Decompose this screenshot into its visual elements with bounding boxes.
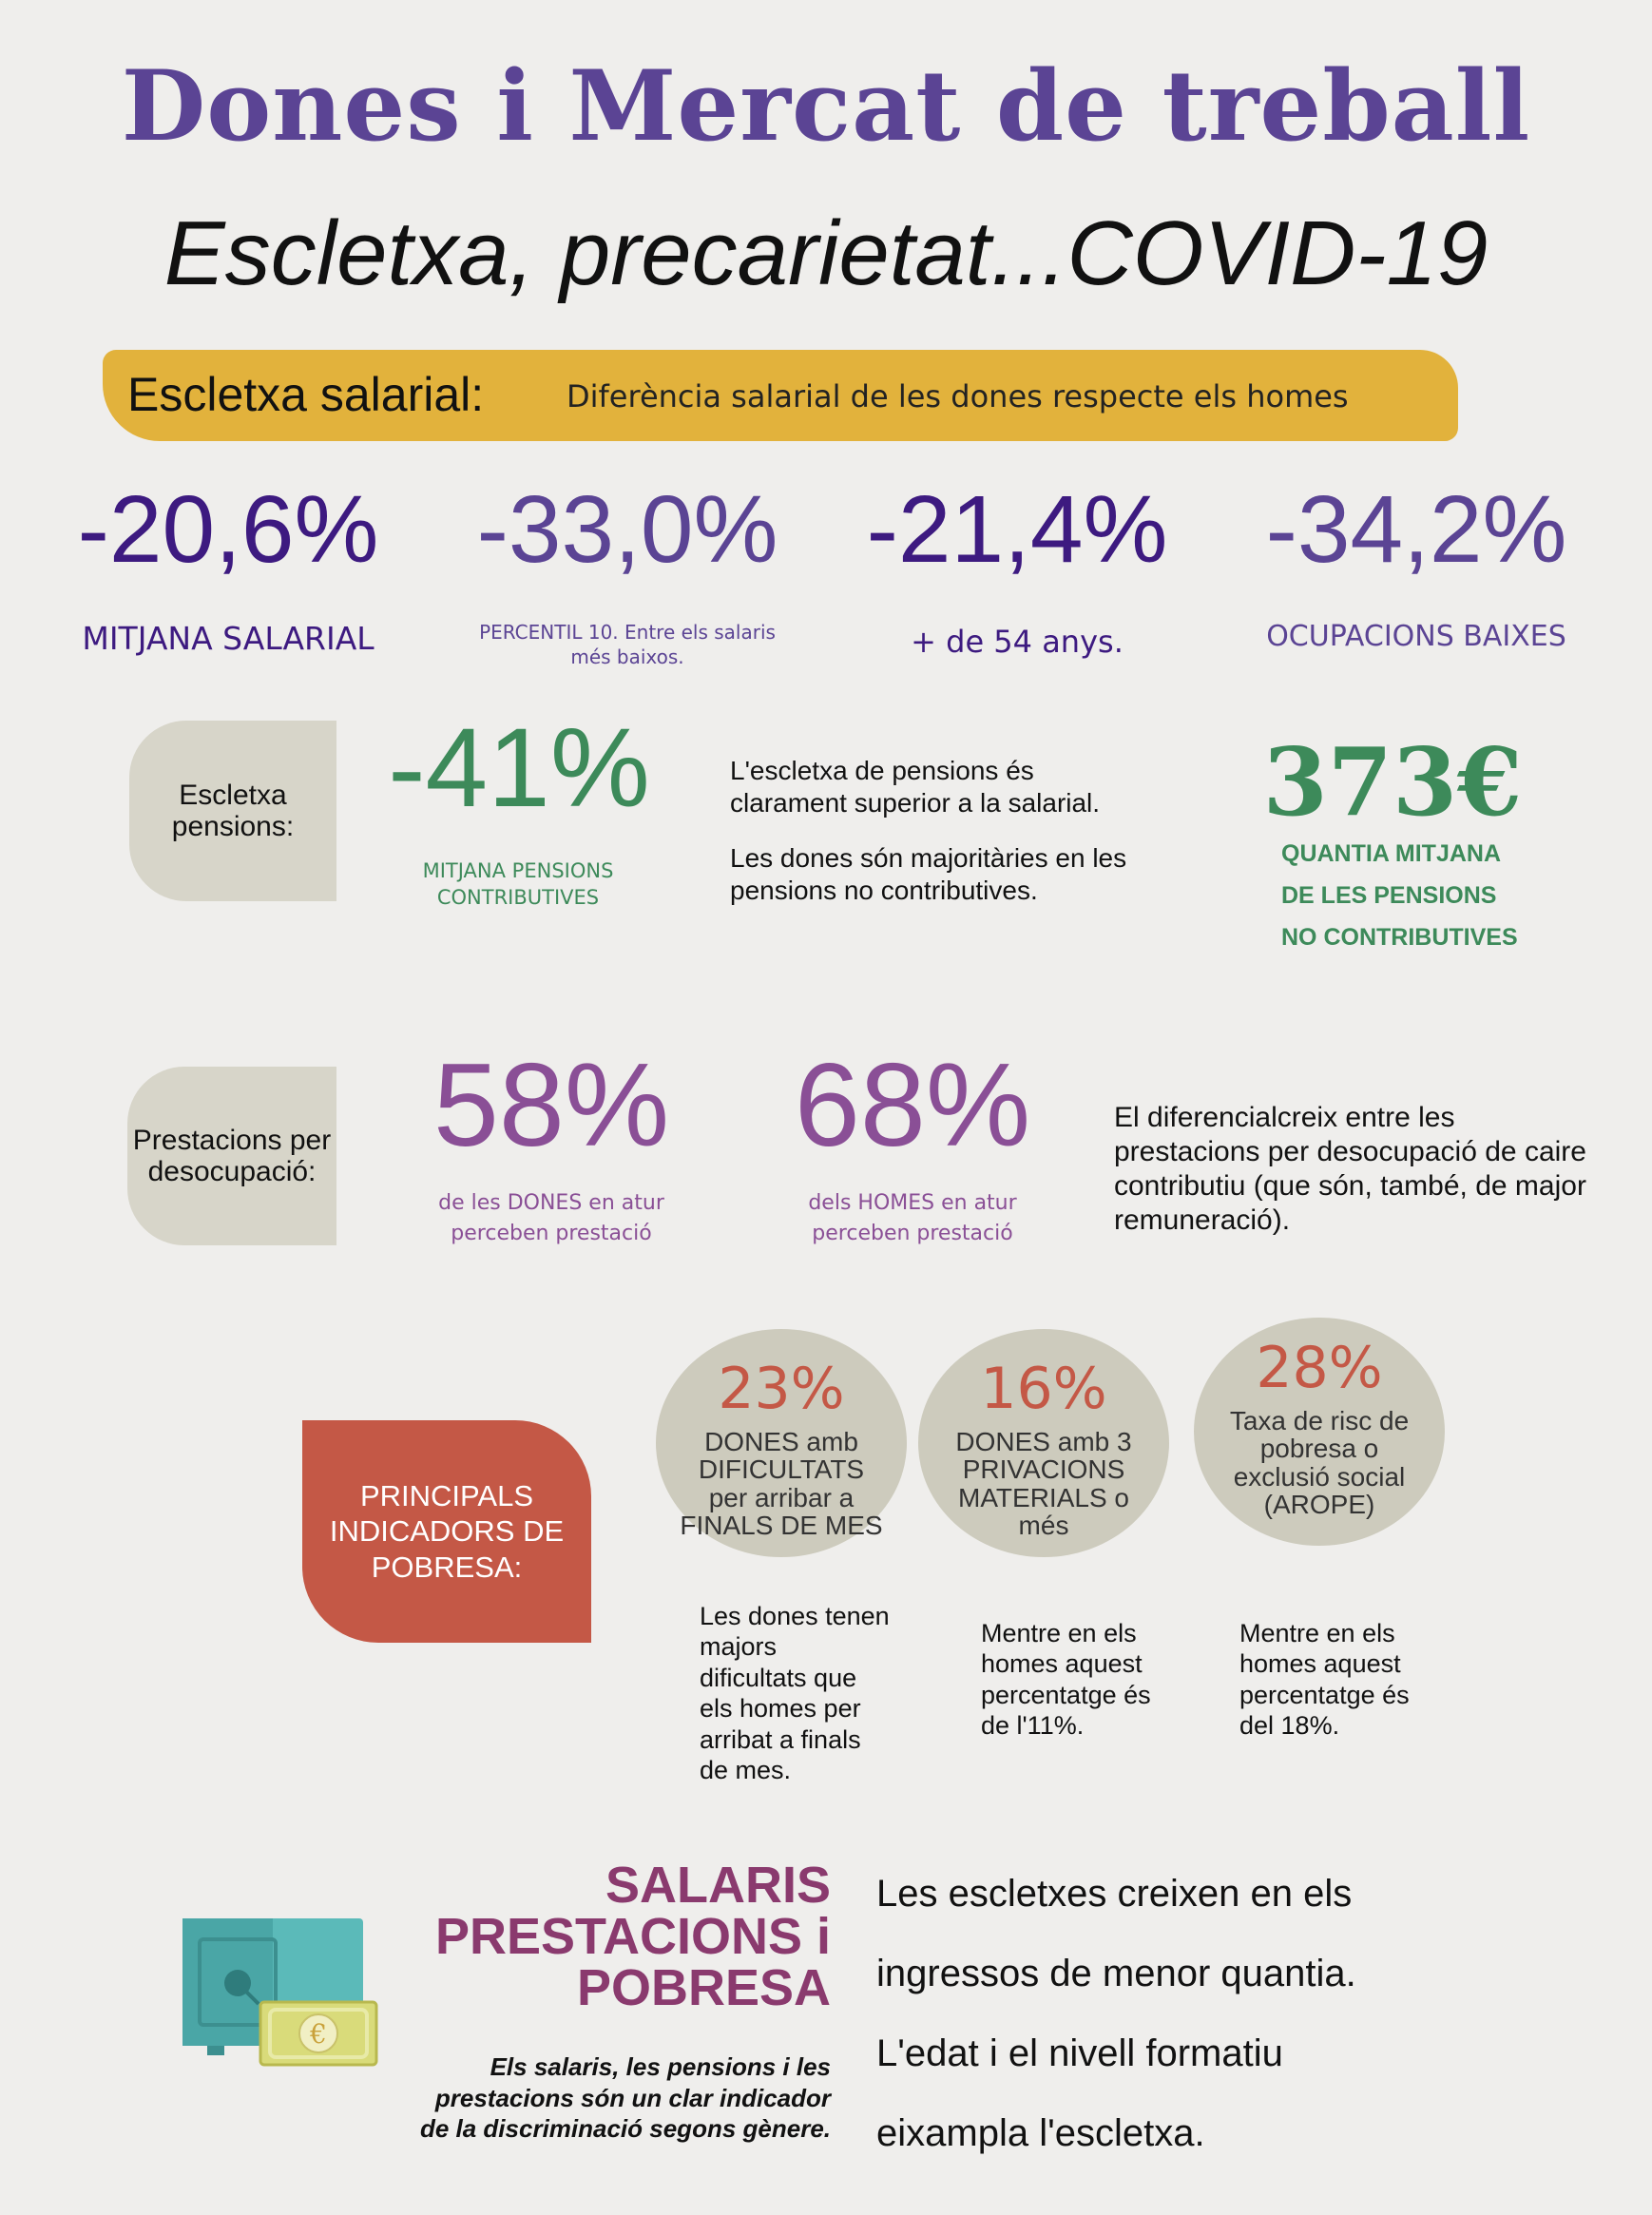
- poverty-tab: PRINCIPALS INDICADORS DE POBRESA:: [302, 1420, 591, 1643]
- poverty-value-arope: 28%: [1256, 1335, 1383, 1401]
- poverty-circle-deprivation: 16% DONES amb 3 PRIVACIONS MATERIALS o m…: [918, 1329, 1169, 1557]
- stat-value-age: -21,4%: [866, 476, 1168, 583]
- poverty-circle-end-of-month: 23% DONES amb DIFICULTATS per arribar a …: [656, 1329, 907, 1557]
- pensions-amount-label-2: DE LES PENSIONS: [1281, 882, 1497, 909]
- footer-line-4: eixampla l'escletxa.: [876, 2112, 1205, 2154]
- footer-heading: SALARIS PRESTACIONS i POBRESA: [418, 1859, 831, 2013]
- stat-label-low-occupations: OCUPACIONS BAIXES: [1266, 620, 1566, 653]
- pensions-amount-label-1: QUANTIA MITJANA: [1281, 840, 1502, 867]
- footer-heading-line-3: POBRESA: [576, 1959, 831, 2016]
- pensions-text-2: Les dones són majoritàries en les pensio…: [730, 843, 1127, 905]
- footer-line-3: L'edat i el nivell formatiu: [876, 2032, 1283, 2074]
- stat-value-percentile: -33,0%: [476, 476, 778, 583]
- poverty-circle-arope: 28% Taxa de risc de pobresa o exclusió s…: [1194, 1318, 1445, 1546]
- footer-caption: Els salaris, les pensions i les prestaci…: [419, 2052, 831, 2143]
- pensions-text-1: L'escletxa de pensions és clarament supe…: [730, 756, 1101, 818]
- poverty-value-end-of-month: 23%: [718, 1356, 845, 1422]
- stat-label-average: MITJANA SALARIAL: [82, 620, 375, 657]
- footer-line-1: Les escletxes creixen en els: [876, 1873, 1353, 1915]
- page-title: Dones i Mercat de treball: [121, 49, 1531, 164]
- poverty-desc-arope: Taxa de risc de pobresa o exclusió socia…: [1229, 1406, 1410, 1520]
- poverty-note-arope: Mentre en els homes aquest percentatge é…: [1239, 1619, 1410, 1741]
- footer-heading-line-1: SALARIS: [605, 1857, 831, 1914]
- unemployment-tab: Prestacions per desocupació:: [127, 1067, 336, 1245]
- salary-gap-description: Diferència salarial de les dones respect…: [567, 378, 1349, 414]
- salary-gap-banner: [103, 350, 1458, 441]
- poverty-desc-end-of-month: DONES amb DIFICULTATS per arribar a FINA…: [680, 1427, 883, 1541]
- men-benefit-value: 68%: [794, 1040, 1031, 1171]
- pensions-amount-label-3: NO CONTRIBUTIVES: [1281, 924, 1518, 951]
- women-benefit-value: 58%: [432, 1040, 670, 1171]
- salary-gap-label: Escletxa salarial:: [127, 368, 485, 421]
- poverty-desc-deprivation: DONES amb 3 PRIVACIONS MATERIALS o més: [955, 1427, 1132, 1541]
- stat-label-age: + de 54 anys.: [911, 624, 1124, 660]
- pensions-value: -41%: [388, 705, 650, 831]
- euro-banknote-icon: €: [259, 2000, 378, 2067]
- pensions-label: MITJANA PENSIONS CONTRIBUTIVES: [422, 859, 614, 910]
- poverty-value-deprivation: 16%: [980, 1356, 1107, 1422]
- pensions-tab: Escletxa pensions:: [129, 721, 336, 901]
- stat-value-average: -20,6%: [77, 476, 379, 583]
- poverty-note-deprivation: Mentre en els homes aquest percentatge é…: [981, 1619, 1151, 1741]
- euro-symbol-icon: €: [309, 2018, 327, 2050]
- footer-line-2: ingressos de menor quantia.: [876, 1953, 1356, 1994]
- poverty-note-end-of-month: Les dones tenen majors dificultats que e…: [700, 1602, 890, 1784]
- unemployment-text: El diferencialcreix entre les prestacion…: [1114, 1102, 1586, 1236]
- pensions-amount: 373€: [1262, 728, 1523, 838]
- footer-heading-line-2: PRESTACIONS i: [434, 1908, 831, 1965]
- stat-label-percentile: PERCENTIL 10. Entre els salaris més baix…: [479, 621, 776, 668]
- stat-value-low-occupations: -34,2%: [1265, 476, 1567, 583]
- page-subtitle: Escletxa, precarietat...COVID-19: [163, 202, 1489, 304]
- women-benefit-label: de les DONES en atur perceben prestació: [438, 1191, 664, 1245]
- men-benefit-label: dels HOMES en atur perceben prestació: [808, 1191, 1017, 1245]
